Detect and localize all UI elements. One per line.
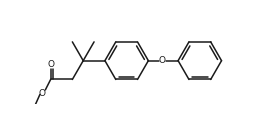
Text: O: O — [159, 56, 166, 65]
Text: O: O — [47, 60, 54, 69]
Text: O: O — [39, 89, 46, 98]
